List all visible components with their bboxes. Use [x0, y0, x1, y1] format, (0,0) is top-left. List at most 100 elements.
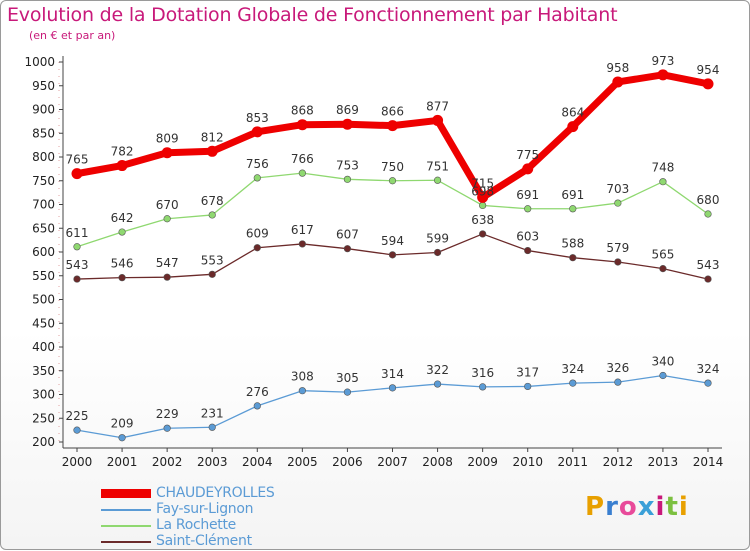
- data-point: [479, 230, 487, 238]
- data-label: 543: [66, 258, 89, 272]
- data-point: [253, 244, 261, 252]
- data-label: 753: [336, 158, 359, 172]
- legend-label: CHAUDEYROLLES: [156, 485, 275, 501]
- data-point: [704, 210, 712, 218]
- data-point: [253, 174, 261, 182]
- data-point: [433, 176, 442, 184]
- data-label: 715: [471, 176, 494, 190]
- data-point: [206, 145, 218, 157]
- data-label: 305: [336, 371, 359, 385]
- data-label: 958: [606, 61, 629, 75]
- logo-letter: i: [678, 492, 689, 522]
- data-point: [387, 120, 398, 132]
- data-point: [388, 251, 397, 259]
- x-tick-label: 2002: [152, 455, 183, 469]
- data-label: 225: [66, 409, 89, 423]
- series-points: [71, 69, 714, 442]
- x-tick-label: 2001: [107, 455, 138, 469]
- proxiti-logo: Proxiti: [585, 492, 689, 522]
- data-label: 864: [561, 106, 584, 120]
- data-point: [116, 160, 128, 172]
- data-label: 611: [66, 226, 89, 240]
- legend-label: Saint-Clément: [156, 533, 252, 549]
- data-label: 543: [697, 258, 720, 272]
- data-label: 565: [651, 248, 674, 262]
- data-point: [163, 215, 171, 223]
- logo-letter: t: [665, 492, 679, 522]
- x-tick-label: 2004: [242, 455, 273, 469]
- data-label: 609: [246, 227, 269, 241]
- data-label: 691: [516, 188, 539, 202]
- y-tick-label: 900: [32, 103, 55, 117]
- data-label: 866: [381, 105, 404, 119]
- chart-axes: 200 250 300 350 400 450 500 550 600 650 700 750 800 8…: [24, 55, 723, 469]
- data-point: [71, 168, 83, 180]
- data-label: 638: [471, 213, 494, 227]
- data-point: [479, 201, 487, 210]
- data-label: 588: [561, 237, 584, 251]
- legend: CHAUDEYROLLES Fay-sur-Lignon La Rochette…: [101, 485, 401, 551]
- legend-label: Fay-sur-Lignon: [156, 501, 254, 517]
- data-point: [569, 205, 577, 213]
- data-point: [612, 76, 624, 88]
- data-point: [341, 118, 353, 130]
- data-point: [298, 240, 306, 248]
- y-tick-label: 500: [32, 293, 55, 307]
- legend-item-chaudeyrolles: CHAUDEYROLLES: [101, 485, 401, 503]
- data-point: [524, 382, 532, 391]
- y-tick-label: 950: [32, 79, 55, 93]
- data-label: 599: [426, 231, 449, 245]
- data-point: [343, 175, 352, 183]
- data-label: 853: [246, 111, 269, 125]
- y-tick-label: 200: [32, 435, 55, 449]
- data-point: [702, 78, 714, 90]
- data-point: [522, 163, 534, 175]
- y-tick-label: 400: [32, 340, 55, 354]
- data-label: 317: [516, 365, 539, 379]
- data-label: 809: [156, 132, 179, 146]
- x-tick-label: 2003: [197, 455, 228, 469]
- data-labels: 765 782 809 812 853 868 869 866 877 715 775 864 958 9…: [66, 54, 720, 431]
- logo-letter: x: [637, 492, 656, 522]
- legend-swatch: [101, 525, 151, 527]
- y-tick-label: 850: [32, 126, 55, 140]
- data-label: 340: [651, 355, 674, 369]
- data-label: 973: [651, 54, 674, 68]
- data-point: [659, 265, 667, 273]
- data-point: [524, 205, 532, 213]
- data-point: [569, 379, 577, 387]
- data-point: [569, 254, 577, 262]
- data-label: 617: [291, 223, 314, 237]
- data-point: [298, 387, 306, 395]
- data-label: 877: [426, 99, 449, 113]
- data-point: [208, 211, 216, 219]
- legend-swatch: [101, 489, 151, 498]
- data-point: [253, 402, 261, 410]
- data-label: 324: [561, 362, 584, 376]
- data-point: [163, 273, 171, 281]
- data-label: 678: [201, 194, 224, 208]
- data-point: [343, 245, 352, 253]
- y-tick-label: 450: [32, 316, 55, 330]
- data-point: [388, 384, 397, 392]
- data-label: 748: [651, 161, 674, 175]
- data-point: [659, 178, 667, 186]
- data-point: [477, 191, 489, 203]
- data-label: 209: [111, 417, 134, 431]
- data-label: 546: [111, 257, 134, 271]
- data-label: 756: [246, 157, 269, 171]
- data-label: 750: [381, 160, 404, 174]
- data-point: [251, 126, 263, 138]
- data-point: [479, 383, 487, 391]
- data-point: [524, 246, 532, 255]
- data-label: 954: [697, 63, 720, 77]
- x-tick-label: 2010: [512, 455, 543, 469]
- data-label: 607: [336, 228, 359, 242]
- legend-swatch: [101, 541, 151, 543]
- data-label: 229: [156, 407, 179, 421]
- x-tick-label: 2013: [648, 455, 679, 469]
- logo-letter: o: [618, 492, 638, 522]
- data-point: [163, 424, 171, 432]
- x-tick-label: 2011: [558, 455, 589, 469]
